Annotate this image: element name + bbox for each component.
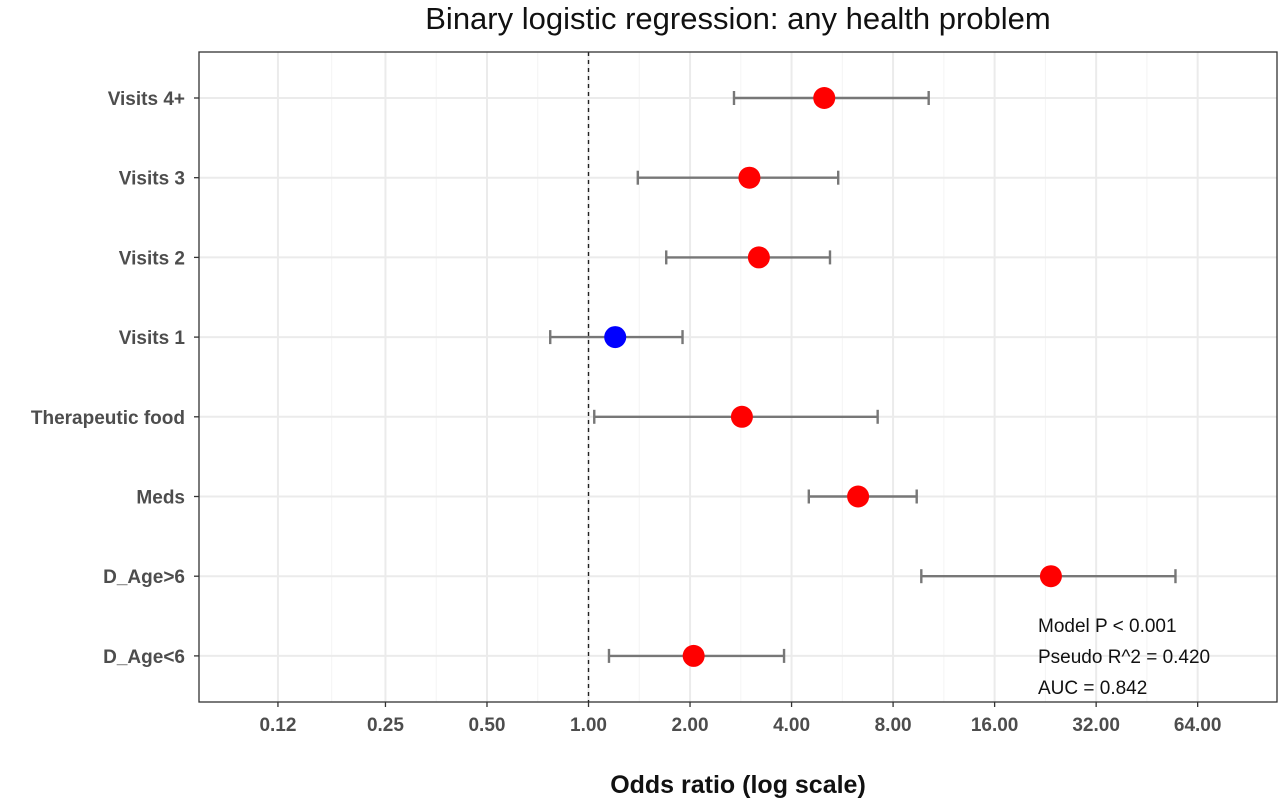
x-tick-label: 4.00: [773, 715, 810, 736]
x-tick-label: 16.00: [971, 715, 1019, 736]
odds-ratio-point: [747, 246, 770, 269]
y-tick-label: Therapeutic food: [31, 408, 185, 429]
x-tick-label: 32.00: [1072, 715, 1120, 736]
odds-ratio-point: [730, 405, 753, 428]
model-p-annotation: Model P < 0.001: [1038, 616, 1177, 637]
odds-ratio-point: [813, 87, 836, 109]
x-axis-title: Odds ratio (log scale): [610, 771, 866, 799]
x-tick-label: 64.00: [1174, 715, 1222, 736]
plot-panel-border: [198, 51, 1278, 703]
pseudo-r2-annotation: Pseudo R^2 = 0.420: [1038, 647, 1210, 668]
y-tick-label: Visits 2: [119, 248, 185, 269]
y-tick-label: D_Age>6: [103, 567, 185, 588]
y-tick-label: D_Age<6: [103, 647, 185, 668]
y-tick-label: Visits 1: [119, 328, 186, 349]
x-tick-label: 0.50: [468, 715, 505, 736]
odds-ratio-point: [682, 644, 705, 667]
x-tick-label: 1.00: [570, 715, 607, 736]
y-tick-label: Visits 3: [119, 169, 185, 190]
chart-title: Binary logistic regression: any health p…: [425, 1, 1050, 36]
y-tick-label: Visits 4+: [108, 89, 185, 110]
auc-annotation: AUC = 0.842: [1038, 678, 1147, 699]
y-tick-label: Meds: [136, 488, 185, 509]
odds-ratio-point: [1039, 565, 1062, 588]
x-axis: 0.12 0.25 0.50 1.00 2.00 4.00 8.00 16.00 32.00 64…: [259, 702, 1221, 736]
odds-ratio-point: [847, 485, 870, 508]
x-tick-label: 8.00: [875, 715, 912, 736]
odds-ratio-point: [604, 326, 627, 349]
x-tick-label: 0.25: [367, 715, 404, 736]
grid-layer: [199, 52, 1277, 702]
x-tick-label: 0.12: [259, 715, 296, 736]
x-tick-label: 2.00: [672, 715, 709, 736]
y-axis: Visits 4+ Visits 3 Visits 2 Visits 1 Therape…: [31, 89, 199, 668]
data-layer: [549, 87, 1177, 667]
annotation-block: Model P < 0.001 Pseudo R^2 = 0.420 AUC =…: [1038, 616, 1210, 699]
odds-ratio-point: [738, 166, 761, 189]
